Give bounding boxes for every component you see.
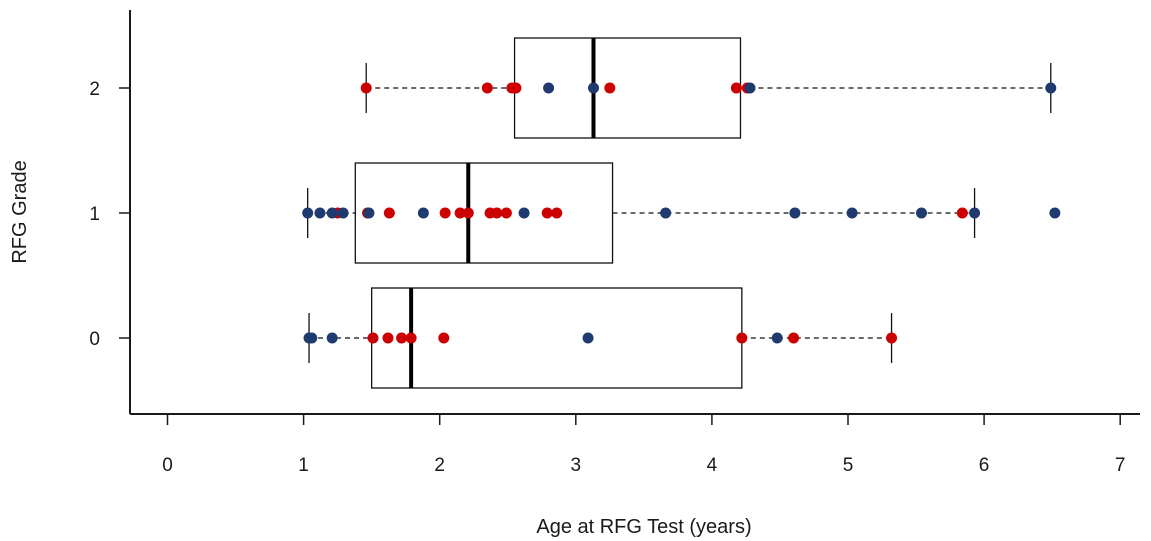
x-tick-label: 5 (843, 455, 854, 476)
data-point (886, 332, 898, 344)
data-point (302, 207, 314, 219)
data-point (383, 207, 395, 219)
data-point (454, 207, 466, 219)
x-tick-label: 0 (162, 455, 173, 476)
data-point (582, 332, 594, 344)
data-point (541, 207, 553, 219)
data-point (587, 82, 599, 94)
y-ticks: 0 1 2 (89, 79, 130, 350)
data-point (439, 207, 451, 219)
data-point (417, 207, 429, 219)
data-point (969, 207, 981, 219)
x-ticks: 0 1 2 3 4 5 6 7 (162, 414, 1125, 476)
y-axis-title: RFG Grade (9, 160, 31, 263)
y-tick-label: 0 (89, 329, 100, 350)
data-point (736, 332, 748, 344)
data-point (405, 332, 417, 344)
data-point (314, 207, 326, 219)
data-point (382, 332, 394, 344)
data-point (510, 82, 522, 94)
data-point (500, 207, 512, 219)
data-point (367, 332, 379, 344)
data-point (438, 332, 450, 344)
data-point (337, 207, 349, 219)
data-point (660, 207, 672, 219)
x-tick-label: 3 (571, 455, 582, 476)
data-point (730, 82, 742, 94)
data-point (604, 82, 616, 94)
data-point (481, 82, 493, 94)
data-point (462, 207, 474, 219)
data-point (326, 332, 338, 344)
y-tick-label: 1 (89, 204, 100, 225)
data-point (396, 332, 408, 344)
data-point (915, 207, 927, 219)
data-point (326, 207, 338, 219)
data-point (1045, 82, 1057, 94)
x-tick-label: 4 (707, 455, 718, 476)
data-point (771, 332, 783, 344)
x-tick-label: 1 (298, 455, 309, 476)
axes (129, 10, 1140, 415)
data-point (789, 207, 801, 219)
data-points (302, 82, 1061, 344)
x-tick-label: 6 (979, 455, 990, 476)
x-tick-label: 2 (434, 455, 445, 476)
iqr-box (370, 287, 743, 389)
data-point (788, 332, 800, 344)
data-point (543, 82, 555, 94)
y-tick-label: 2 (89, 79, 100, 100)
data-point (491, 207, 503, 219)
x-axis-title: Age at RFG Test (years) (536, 516, 751, 538)
x-tick-label: 7 (1115, 455, 1126, 476)
data-point (956, 207, 968, 219)
data-point (363, 207, 375, 219)
data-point (551, 207, 563, 219)
data-point (1049, 207, 1061, 219)
data-point (744, 82, 756, 94)
iqr-box (354, 162, 614, 264)
data-point (518, 207, 530, 219)
data-point (846, 207, 858, 219)
data-point (306, 332, 318, 344)
data-point (360, 82, 372, 94)
